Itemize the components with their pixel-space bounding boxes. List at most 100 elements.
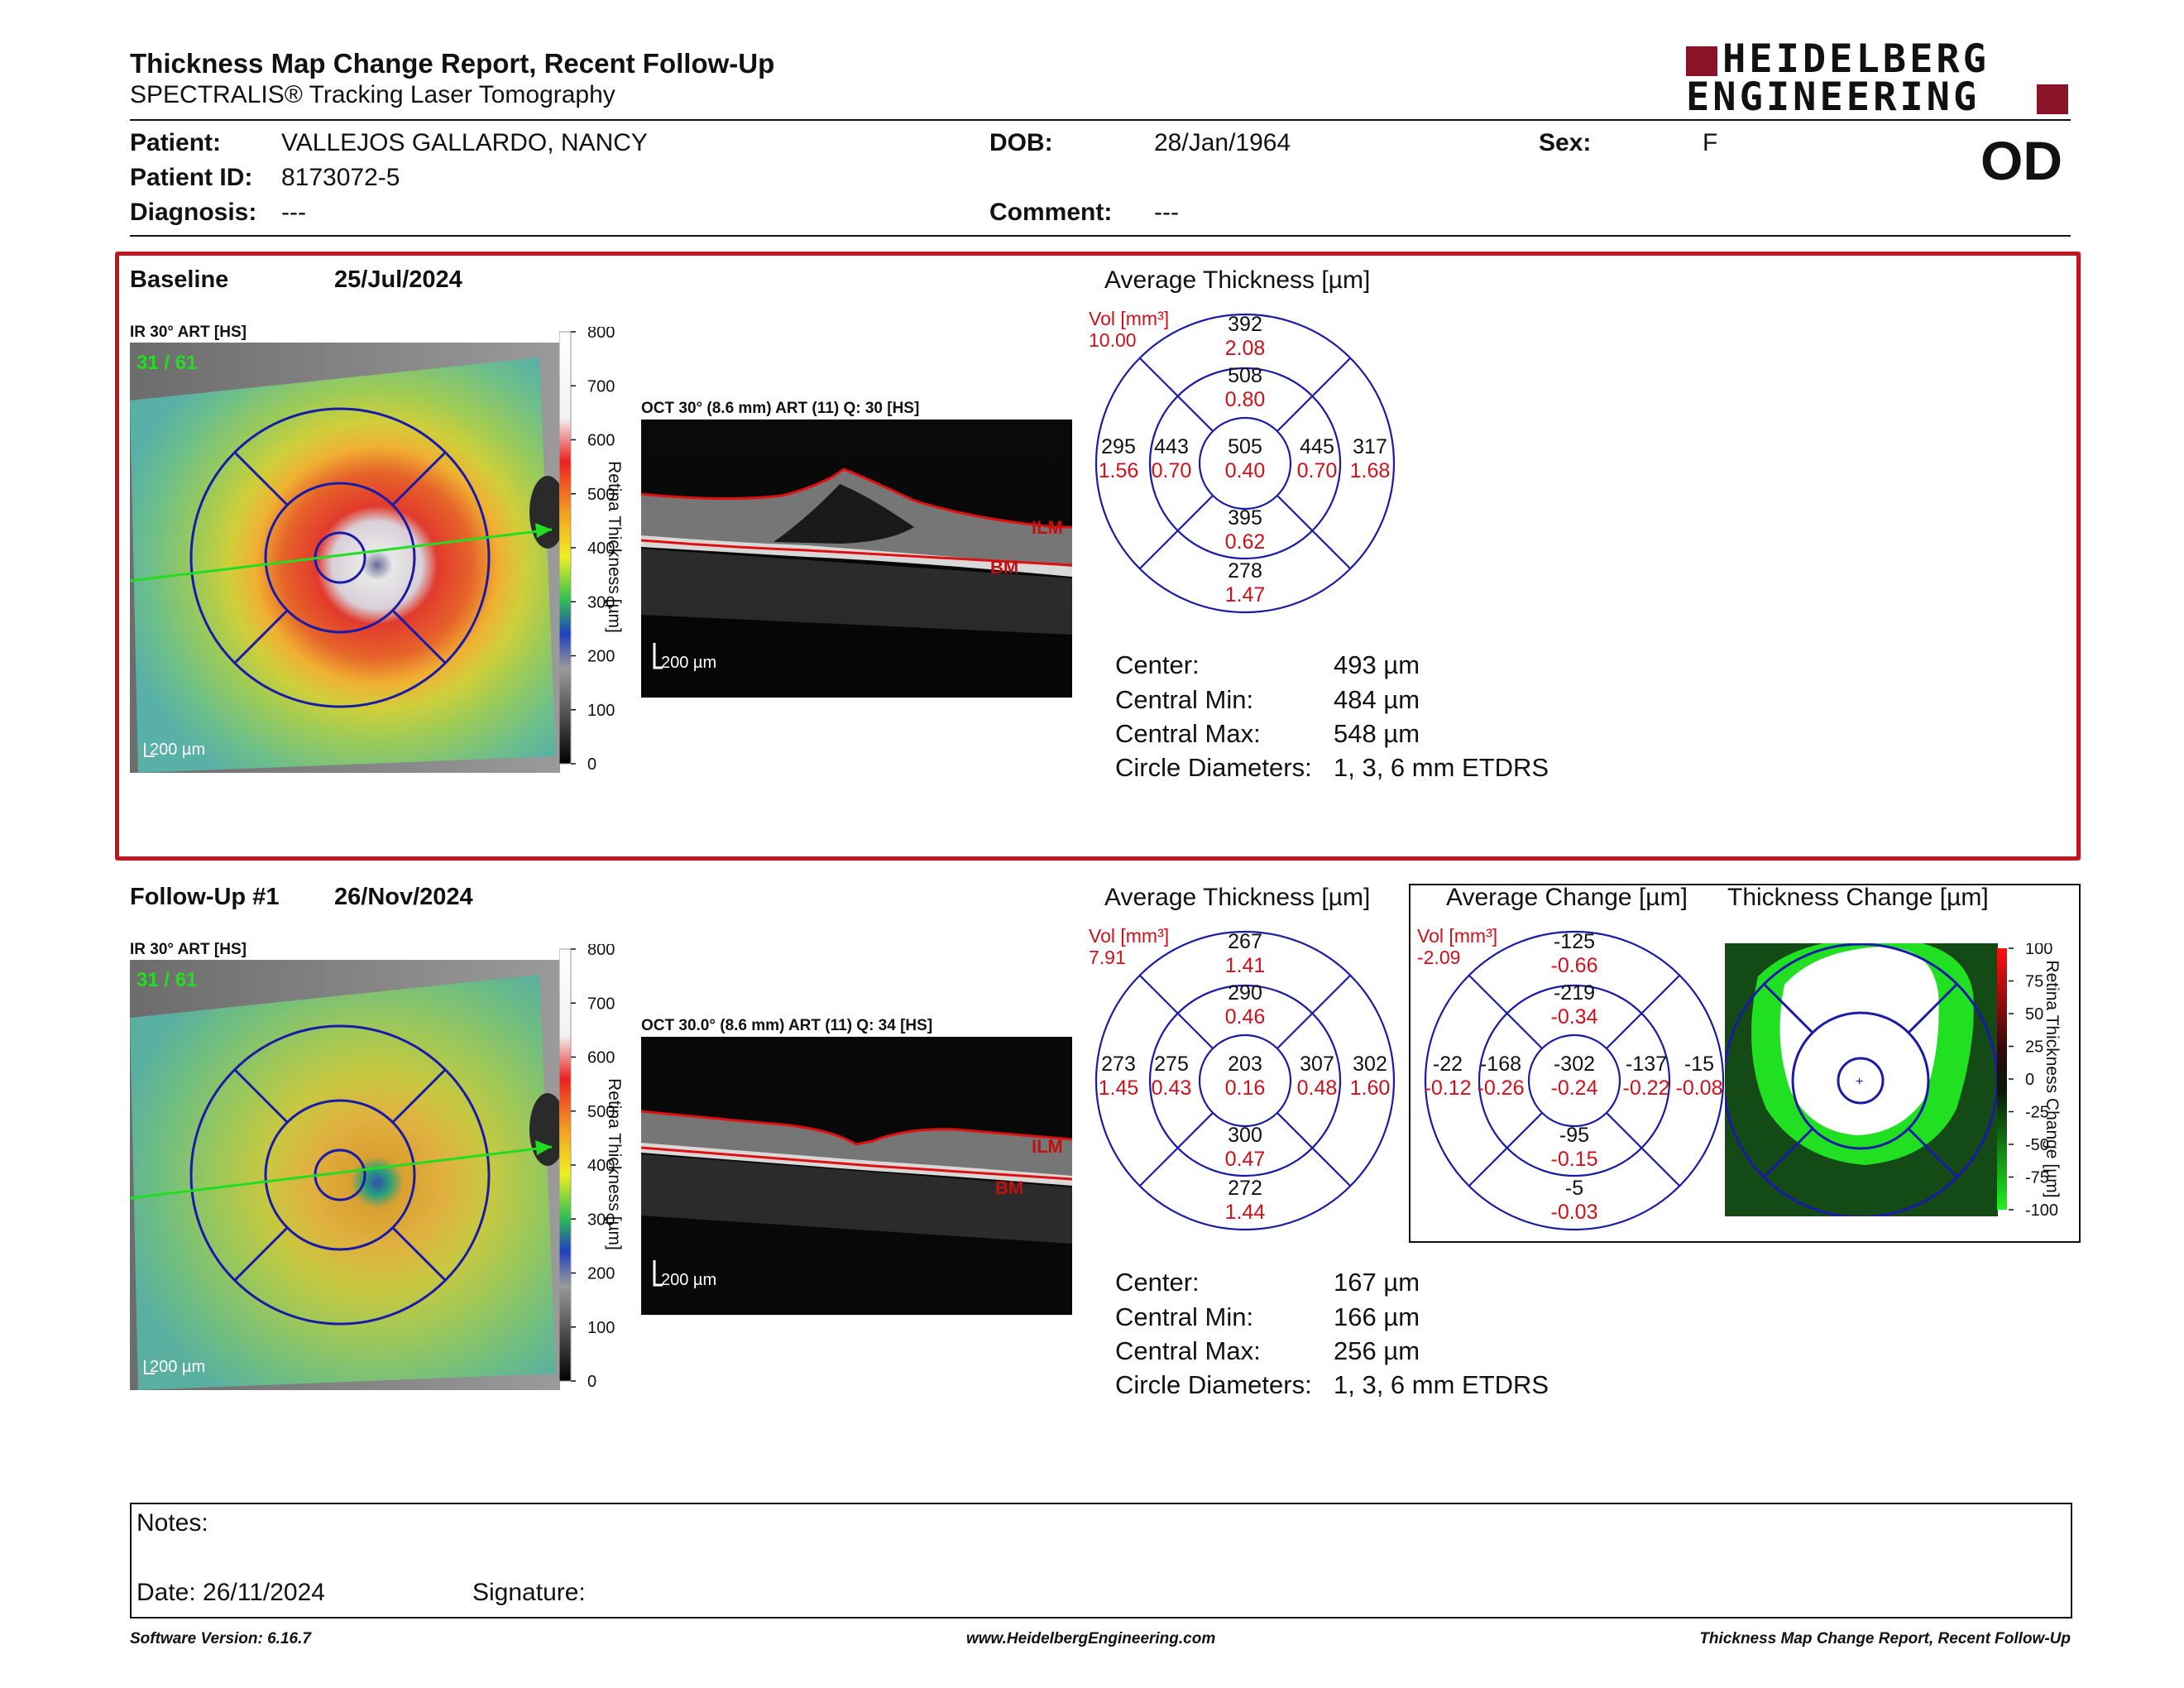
colorbar-tick-label: 500 [587, 486, 615, 504]
colorbar-tick-label: 200 [587, 1265, 615, 1283]
oct-scale-bar [653, 643, 663, 669]
sex-label: Sex: [1539, 129, 1592, 156]
dob-label: DOB: [989, 129, 1053, 156]
followup-etdrs-values: 2671.412900.462731.452750.432030.163070.… [1094, 930, 1396, 1231]
sector-volume-outer_top: 2.08 [1225, 337, 1266, 360]
followup-vol-label: Vol [mm³] [1089, 925, 1170, 947]
sector-thickness-outer_right: 317 [1353, 435, 1387, 458]
followup-date: 26/Nov/2024 [334, 884, 473, 910]
diagnosis-label: Diagnosis: [130, 199, 257, 226]
report-subtitle: SPECTRALIS® Tracking Laser Tomography [130, 81, 615, 108]
scan-arrow [535, 523, 552, 538]
baseline-oct-label: OCT 30° (8.6 mm) ART (11) Q: 30 [HS] [641, 400, 920, 417]
sector-volume-inner_bottom: 0.47 [1225, 1148, 1266, 1171]
baseline-stat-center-label: Center: [1115, 650, 1200, 679]
colorbar-tick-label: 25 [2025, 1038, 2043, 1057]
colorbar-tick-label: 700 [587, 995, 615, 1013]
change-section-frame [1409, 884, 2081, 1243]
followup-stat-diam-value: 1, 3, 6 mm ETDRS [1334, 1370, 1549, 1399]
colorbar-tick-label: 600 [587, 432, 615, 450]
footer-report-name: Thickness Map Change Report, Recent Foll… [1699, 1630, 2071, 1647]
etdrs-grid [189, 1024, 491, 1326]
baseline-stat-max-value: 548 µm [1334, 719, 1420, 748]
baseline-ilm-label: ILM [1032, 517, 1063, 538]
baseline-date: 25/Jul/2024 [334, 266, 462, 293]
logo-square-bottom [2037, 84, 2068, 114]
logo-line2: ENGINEERING [1686, 74, 1980, 120]
change-colorbar: 100 75 50 25 0 -25 -50 -75 -100 [1997, 943, 2058, 1216]
sector-volume-inner_right: 0.70 [1297, 459, 1338, 482]
change-avg-title: Average Change [µm] [1446, 884, 1688, 911]
dob-value: 28/Jan/1964 [1154, 129, 1291, 156]
header-rule-bottom [130, 235, 2071, 237]
colorbar-tick-label: -100 [2025, 1201, 2058, 1216]
followup-stat-min-value: 166 µm [1334, 1302, 1420, 1331]
colorbar-tick-label: 800 [587, 327, 615, 342]
sector-thickness-inner_left: 443 [1154, 435, 1189, 458]
baseline-vol-value: 10.00 [1089, 329, 1137, 351]
baseline-ir-label: IR 30° ART [HS] [130, 324, 247, 341]
sector-thickness-outer_bottom: 272 [1228, 1177, 1262, 1200]
colorbar-tick-label: 300 [587, 593, 615, 611]
sector-volume-outer_top: -0.66 [1551, 954, 1598, 977]
colorbar-tick-label: 500 [587, 1103, 615, 1121]
etdrs-circles [1094, 930, 1396, 1231]
sector-volume-inner_right: 0.48 [1297, 1077, 1338, 1100]
notes-label: Notes: [136, 1509, 208, 1537]
header-rule-top [130, 119, 2071, 121]
patient-value: VALLEJOS GALLARDO, NANCY [281, 129, 648, 156]
sector-volume-inner_left: 0.43 [1152, 1077, 1192, 1100]
sector-thickness-outer_top: 392 [1228, 313, 1262, 336]
followup-oct-image: ILM BM 200 µm [641, 1037, 1072, 1315]
etdrs-circles [1424, 930, 1725, 1231]
bm-line [641, 1146, 1072, 1181]
footer-website[interactable]: www.HeidelbergEngineering.com [966, 1630, 1216, 1647]
sector-thickness-outer_bottom: 278 [1228, 559, 1262, 583]
sector-volume-inner_left: 0.70 [1152, 459, 1192, 482]
sector-volume-inner_top: -0.34 [1551, 1005, 1598, 1029]
baseline-oct-image: ILM BM 200 µm [641, 420, 1072, 698]
sector-volume-center: 0.40 [1225, 459, 1266, 482]
followup-oct-scale: 200 µm [661, 1271, 716, 1289]
logo-line1: HEIDELBERG [1722, 36, 1990, 82]
eye-indicator: OD [1980, 130, 2062, 191]
change-vol-label: Vol [mm³] [1417, 925, 1498, 947]
sector-thickness-outer_right: -15 [1684, 1053, 1714, 1076]
colorbar-tick-label: 400 [587, 1157, 615, 1175]
sector-volume-outer_right: -0.08 [1676, 1077, 1723, 1100]
rpe-band [641, 535, 1072, 577]
baseline-etdrs-values: 3922.085080.802951.564430.705050.404450.… [1094, 313, 1396, 614]
scan-line [130, 528, 553, 583]
sector-thickness-center: 505 [1228, 435, 1262, 458]
sector-thickness-outer_right: 302 [1353, 1053, 1387, 1076]
sector-volume-inner_right: -0.22 [1623, 1077, 1670, 1100]
sector-volume-center: 0.16 [1225, 1077, 1266, 1100]
sector-thickness-outer_top: -125 [1554, 930, 1595, 953]
change-map-title: Thickness Change [µm] [1727, 884, 1989, 911]
followup-stat-center-value: 167 µm [1334, 1268, 1420, 1297]
sector-thickness-center: 203 [1228, 1053, 1262, 1076]
notes-box[interactable]: Notes: Date: 26/11/2024 Signature: [130, 1503, 2072, 1618]
followup-label: Follow-Up #1 [130, 884, 280, 910]
diagnosis-value: --- [281, 199, 306, 226]
choroid [641, 549, 1072, 635]
patient-id-value: 8173072-5 [281, 164, 400, 191]
followup-bm-label: BM [995, 1177, 1023, 1198]
scan-arrow [535, 1140, 552, 1155]
colorbar-tick-label: 100 [587, 702, 615, 720]
sector-thickness-inner_left: 275 [1154, 1053, 1189, 1076]
sector-volume-inner_bottom: -0.15 [1551, 1148, 1598, 1171]
baseline-stat-max-label: Central Max: [1115, 719, 1261, 748]
colorbar-tick-label: -50 [2025, 1136, 2049, 1154]
colorbar-tick-label: 800 [587, 944, 615, 959]
sector-thickness-inner_bottom: 395 [1228, 506, 1262, 530]
scale-corner [144, 1360, 155, 1374]
bm-line [641, 539, 1072, 567]
baseline-vol-label: Vol [mm³] [1089, 308, 1170, 329]
notes-date: Date: 26/11/2024 [136, 1579, 325, 1606]
ilm-line [641, 468, 1072, 529]
colorbar-tick-label: 400 [587, 539, 615, 558]
colorbar-tick-label: 0 [587, 1373, 596, 1391]
colorbar-tick-label: 100 [587, 1319, 615, 1337]
colorbar-tick-label: -25 [2025, 1104, 2049, 1122]
